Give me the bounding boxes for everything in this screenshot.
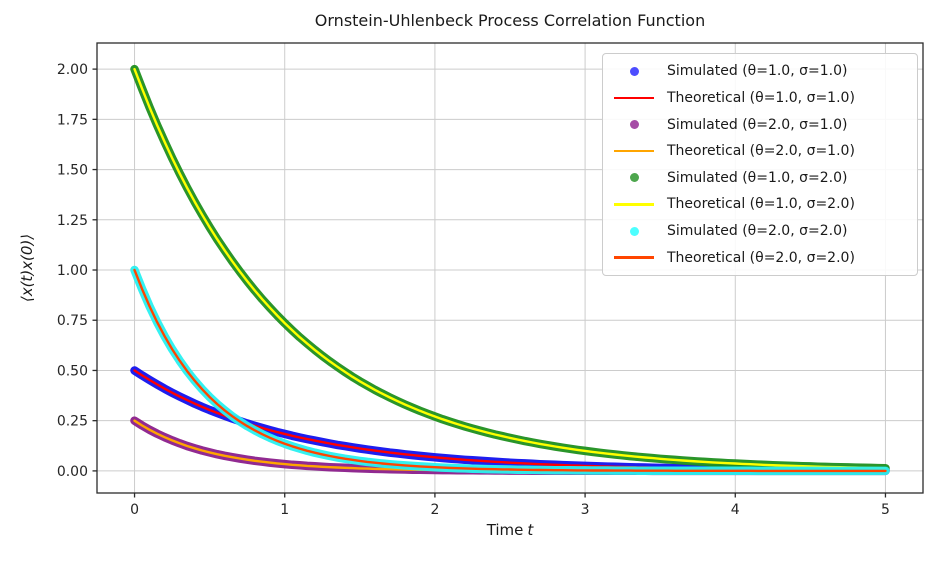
y-tick-label: 1.00 (57, 263, 88, 279)
y-tick-label: 0.25 (57, 414, 88, 430)
legend-entry-label: Theoretical (θ=1.0, σ=1.0) (667, 89, 855, 106)
x-tick-label: 4 (731, 502, 740, 518)
legend-line-icon (611, 149, 657, 153)
y-tick-label: 2.00 (57, 62, 88, 78)
x-tick-label: 1 (280, 502, 289, 518)
legend-entry-label: Simulated (θ=1.0, σ=2.0) (667, 169, 848, 186)
y-tick-label: 1.50 (57, 163, 88, 179)
legend-dot-icon (611, 66, 657, 76)
y-tick-label: 1.75 (57, 112, 88, 128)
legend-line-icon (611, 96, 657, 100)
legend-entry-label: Simulated (θ=1.0, σ=1.0) (667, 63, 848, 80)
legend-entry-label: Theoretical (θ=2.0, σ=1.0) (667, 143, 855, 160)
y-axis-label: ⟨x(t)x(0)⟩ (18, 233, 36, 303)
legend: Simulated (θ=1.0, σ=1.0) Theoretical (θ=… (602, 53, 918, 276)
legend-dot-icon (611, 120, 657, 130)
x-axis-label-text: Time (486, 521, 524, 539)
legend-entry: Simulated (θ=1.0, σ=2.0) (603, 165, 917, 191)
legend-dot-icon (611, 226, 657, 236)
x-tick-label: 0 (130, 502, 139, 518)
legend-line-icon (611, 203, 657, 206)
legend-entry: Simulated (θ=1.0, σ=1.0) (603, 58, 917, 84)
legend-entry-label: Simulated (θ=2.0, σ=1.0) (667, 116, 848, 133)
legend-entry: Simulated (θ=2.0, σ=1.0) (603, 112, 917, 138)
theoretical-curve (133, 67, 887, 470)
legend-entry: Theoretical (θ=2.0, σ=2.0) (603, 245, 917, 271)
y-tick-label: 0.75 (57, 313, 88, 329)
legend-entry: Theoretical (θ=2.0, σ=1.0) (603, 138, 917, 164)
legend-line-icon (611, 256, 657, 259)
legend-entry: Theoretical (θ=1.0, σ=1.0) (603, 85, 917, 111)
y-tick-label: 0.00 (57, 464, 88, 480)
legend-entry-label: Theoretical (θ=1.0, σ=2.0) (667, 196, 855, 213)
y-tick-label: 1.25 (57, 213, 88, 229)
legend-entry-label: Simulated (θ=2.0, σ=2.0) (667, 223, 848, 240)
x-tick-label: 5 (881, 502, 890, 518)
legend-entry: Theoretical (θ=1.0, σ=2.0) (603, 191, 917, 217)
theoretical-curve (133, 268, 887, 473)
legend-dot-icon (611, 173, 657, 183)
x-axis-label: Time t (97, 521, 923, 539)
x-tick-label: 2 (430, 502, 439, 518)
legend-entry: Simulated (θ=2.0, σ=2.0) (603, 218, 917, 244)
x-tick-label: 3 (581, 502, 590, 518)
x-axis-label-variable: t (527, 521, 534, 539)
y-tick-label: 0.50 (57, 363, 88, 379)
chart-title: Ornstein-Uhlenbeck Process Correlation F… (314, 11, 706, 30)
axes-frame (96, 42, 924, 494)
legend-entry-label: Theoretical (θ=2.0, σ=2.0) (667, 249, 855, 266)
